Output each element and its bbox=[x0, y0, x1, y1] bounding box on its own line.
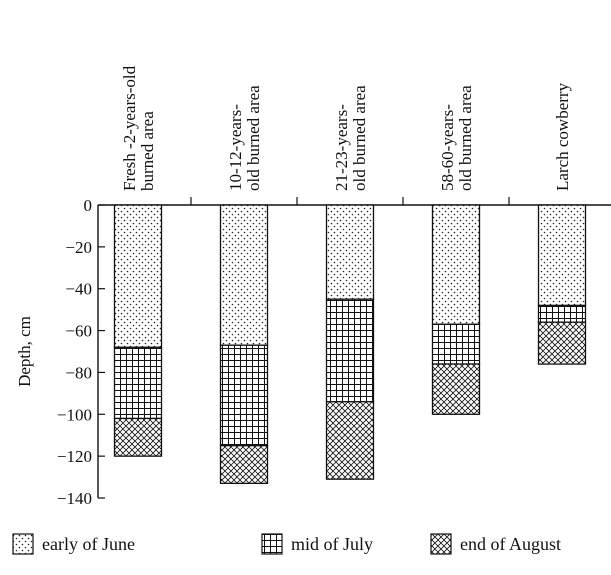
category-label: 58-60-years- bbox=[438, 104, 457, 191]
category-label: burned area bbox=[138, 111, 157, 191]
bar-segment-dots bbox=[537, 204, 587, 307]
bar-segment-dots bbox=[325, 204, 375, 300]
bar-segment-crosshatch bbox=[219, 445, 269, 484]
bar-segment-grid bbox=[325, 298, 375, 403]
legend-label: early of June bbox=[42, 534, 135, 554]
bar-segment-grid bbox=[219, 344, 269, 447]
legend-label: mid of July bbox=[291, 534, 373, 554]
y-tick-label: −40 bbox=[65, 280, 92, 299]
y-axis-title: Depth, cm bbox=[15, 316, 34, 387]
category-label: Fresh -2-years-old bbox=[120, 65, 139, 191]
category-label: old burned area bbox=[456, 85, 475, 191]
legend: early of June mid of July end of August bbox=[12, 533, 561, 555]
y-tick-label: −20 bbox=[65, 238, 92, 257]
bar-segment-dots bbox=[431, 204, 481, 325]
bar-segment-crosshatch bbox=[431, 363, 481, 415]
y-tick-label: −120 bbox=[57, 447, 92, 466]
category-label: 21-23-years- bbox=[332, 104, 351, 191]
bar-segment-dots bbox=[219, 204, 269, 346]
bar-segment-crosshatch bbox=[325, 401, 375, 480]
category-label: old burned area bbox=[350, 85, 369, 191]
category-label: 10-12-years- bbox=[226, 104, 245, 191]
y-tick-label: −100 bbox=[57, 405, 92, 424]
y-tick-label: 0 bbox=[84, 196, 93, 215]
legend-swatch-dots bbox=[12, 533, 34, 555]
legend-swatch-grid bbox=[261, 533, 283, 555]
bar-segment-crosshatch bbox=[113, 417, 163, 457]
legend-label: end of August bbox=[460, 534, 561, 554]
legend-swatch-crosshatch bbox=[430, 533, 452, 555]
bar-segment-grid bbox=[431, 323, 481, 365]
plot-area: 0 −20 −40 −60 −80 −100 −120 −140 Depth, cm Fresh … bbox=[15, 65, 611, 508]
category-label: old burned area bbox=[244, 85, 263, 191]
bar-segment-dots bbox=[113, 204, 163, 348]
bar-segment-crosshatch bbox=[537, 321, 587, 365]
bar-segment-grid bbox=[537, 304, 587, 323]
bar-segment-grid bbox=[113, 346, 163, 420]
y-tick-label: −140 bbox=[57, 489, 92, 508]
category-label: Larch cowberry bbox=[553, 82, 572, 191]
y-tick-label: −80 bbox=[65, 363, 92, 382]
y-tick-label: −60 bbox=[65, 322, 92, 341]
